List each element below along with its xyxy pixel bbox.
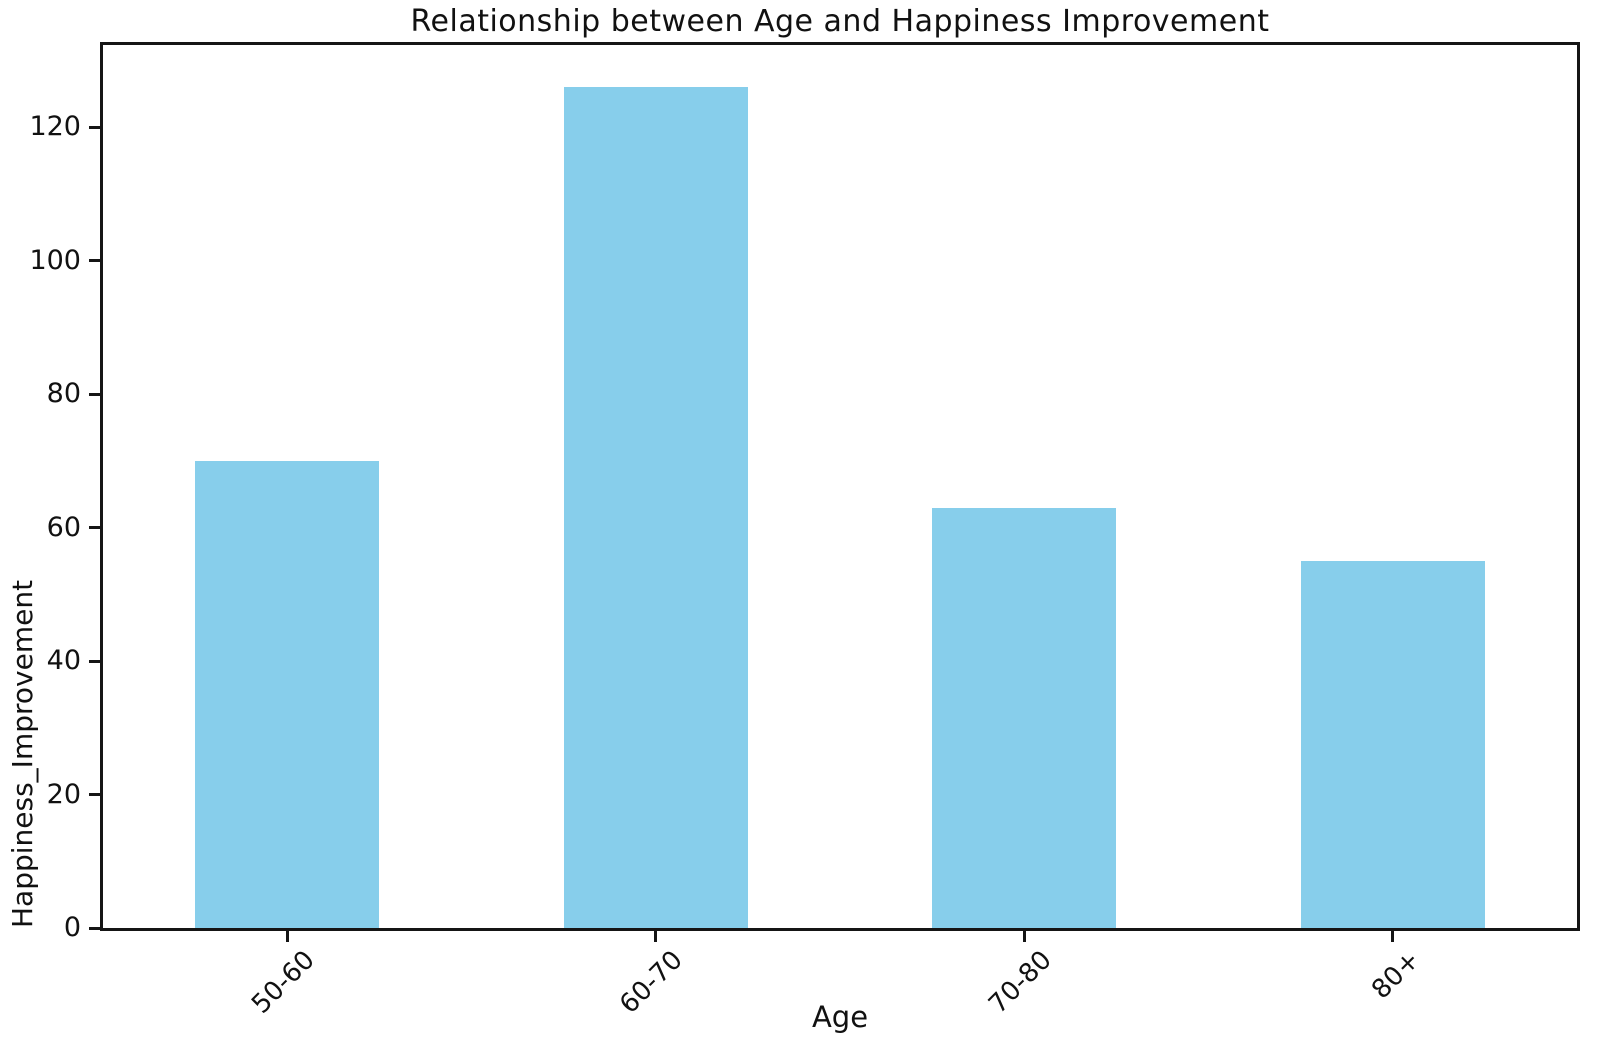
y-tick-mark — [89, 659, 100, 663]
x-axis-label: Age — [811, 1000, 869, 1034]
plot-area — [100, 42, 1580, 931]
y-tick-mark — [89, 259, 100, 263]
y-tick-label: 0 — [63, 912, 81, 943]
y-tick-mark — [89, 125, 100, 129]
bar-80+ — [1300, 560, 1485, 928]
chart-title: Relationship between Age and Happiness I… — [410, 4, 1270, 39]
x-tick-mark — [1022, 931, 1026, 942]
y-tick-mark — [89, 526, 100, 530]
y-tick-mark — [89, 926, 100, 930]
bar-50-60 — [195, 460, 380, 928]
x-tick-mark — [1391, 931, 1395, 942]
y-tick-mark — [89, 793, 100, 796]
y-tick-label: 100 — [29, 244, 81, 276]
y-tick-mark — [89, 392, 100, 396]
y-tick-label: 80 — [46, 378, 81, 410]
y-tick-label: 20 — [46, 778, 81, 810]
bar-60-70 — [563, 87, 748, 928]
x-tick-label: 80+ — [1365, 945, 1426, 1006]
x-tick-mark — [285, 931, 289, 942]
y-tick-label: 40 — [46, 645, 81, 677]
x-tick-mark — [654, 931, 658, 942]
y-tick-label: 120 — [29, 111, 81, 143]
bar-70-80 — [932, 507, 1117, 928]
y-tick-label: 60 — [46, 511, 81, 543]
